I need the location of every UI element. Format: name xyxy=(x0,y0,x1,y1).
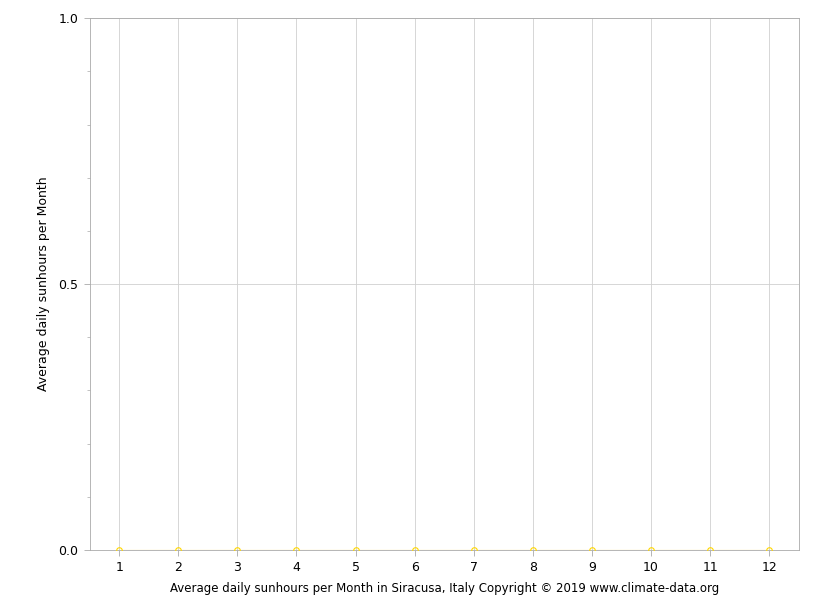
X-axis label: Average daily sunhours per Month in Siracusa, Italy Copyright © 2019 www.climate: Average daily sunhours per Month in Sira… xyxy=(170,582,719,595)
Y-axis label: Average daily sunhours per Month: Average daily sunhours per Month xyxy=(37,177,51,392)
